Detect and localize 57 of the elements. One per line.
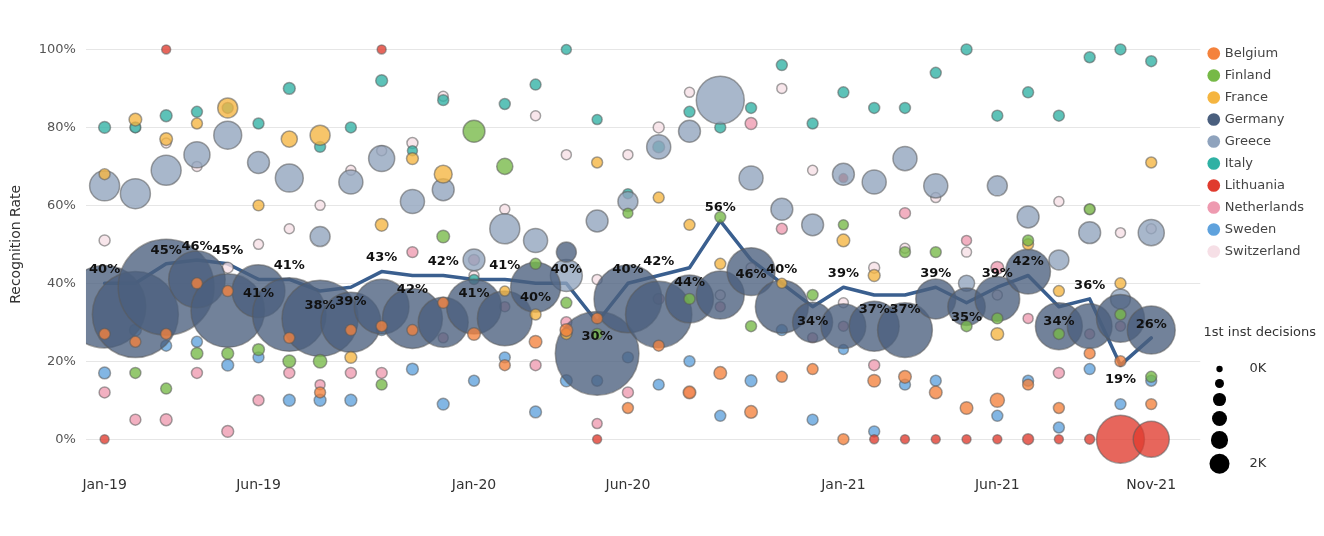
y-tick-label: 100% bbox=[38, 40, 76, 56]
data-label: 45% bbox=[150, 241, 182, 257]
data-label: 40% bbox=[520, 289, 552, 305]
data-label: 19% bbox=[1104, 371, 1137, 387]
data-label: 56% bbox=[704, 198, 736, 214]
data-label: 41% bbox=[489, 257, 521, 273]
data-label: 37% bbox=[889, 300, 921, 316]
legend-label: Netherlands bbox=[1224, 198, 1305, 214]
legend-label: Italy bbox=[1224, 154, 1254, 170]
legend-label: Greece bbox=[1224, 132, 1272, 148]
data-label: 39% bbox=[827, 265, 859, 281]
x-tick-label: Jan-20 bbox=[450, 476, 497, 493]
data-label: 41% bbox=[273, 257, 305, 273]
data-label: 30% bbox=[581, 328, 613, 344]
data-label: 40% bbox=[612, 261, 644, 277]
data-label: 46% bbox=[735, 265, 767, 281]
data-label: 42% bbox=[427, 253, 459, 269]
data-label: 36% bbox=[1074, 276, 1106, 292]
legend-label: Finland bbox=[1224, 66, 1272, 82]
data-label: 39% bbox=[920, 265, 952, 281]
data-label: 37% bbox=[858, 300, 890, 316]
data-label: 35% bbox=[950, 308, 983, 324]
legend-label: Lithuania bbox=[1224, 176, 1285, 192]
data-label: 34% bbox=[797, 312, 829, 328]
x-tick-label: Jun-21 bbox=[973, 476, 1020, 493]
data-label: 40% bbox=[550, 261, 582, 277]
y-axis-title: Recognition Rate bbox=[7, 184, 24, 304]
legend-label: 2K bbox=[1249, 455, 1267, 471]
y-tick-label: 0% bbox=[55, 430, 76, 446]
legend-label: Germany bbox=[1224, 110, 1285, 126]
data-label: 39% bbox=[335, 293, 367, 309]
data-label: 44% bbox=[673, 273, 706, 289]
data-label: 26% bbox=[1135, 315, 1167, 331]
legend-label: 0K bbox=[1249, 360, 1267, 376]
data-label: 41% bbox=[458, 285, 490, 301]
x-tick-label: Nov-21 bbox=[1126, 476, 1177, 493]
legend-label: Sweden bbox=[1224, 220, 1277, 236]
legend-label: France bbox=[1224, 88, 1268, 104]
legend-label: Belgium bbox=[1224, 44, 1279, 60]
x-tick-label: Jun-20 bbox=[604, 476, 651, 493]
data-label: 41% bbox=[242, 285, 275, 301]
y-tick-label: 40% bbox=[47, 274, 76, 290]
data-label: 45% bbox=[212, 241, 244, 257]
x-tick-label: Jan-19 bbox=[81, 476, 127, 493]
data-label: 43% bbox=[366, 249, 398, 265]
data-label: 42% bbox=[1012, 253, 1044, 269]
data-label: 34% bbox=[1043, 312, 1075, 328]
data-label: 38% bbox=[304, 296, 336, 312]
x-tick-label: Jan-21 bbox=[820, 476, 866, 493]
y-tick-label: 80% bbox=[47, 118, 76, 134]
legend-label: Switzerland bbox=[1224, 242, 1301, 258]
data-label: 42% bbox=[643, 253, 675, 269]
x-tick-label: Jun-19 bbox=[235, 476, 281, 493]
data-label: 40% bbox=[89, 261, 121, 277]
text: 1st inst decisions bbox=[1203, 324, 1317, 340]
y-tick-label: 20% bbox=[47, 352, 76, 368]
y-tick-label: 60% bbox=[47, 196, 76, 212]
